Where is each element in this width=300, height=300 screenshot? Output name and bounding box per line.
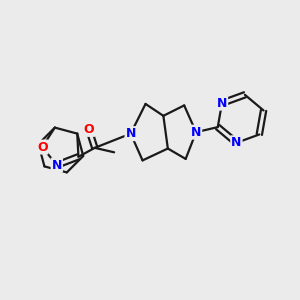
Text: O: O: [83, 123, 94, 136]
Text: O: O: [37, 140, 47, 154]
Text: N: N: [217, 97, 227, 110]
Text: N: N: [52, 159, 62, 172]
Text: N: N: [125, 127, 136, 140]
Text: N: N: [231, 136, 242, 149]
Text: N: N: [191, 126, 201, 139]
